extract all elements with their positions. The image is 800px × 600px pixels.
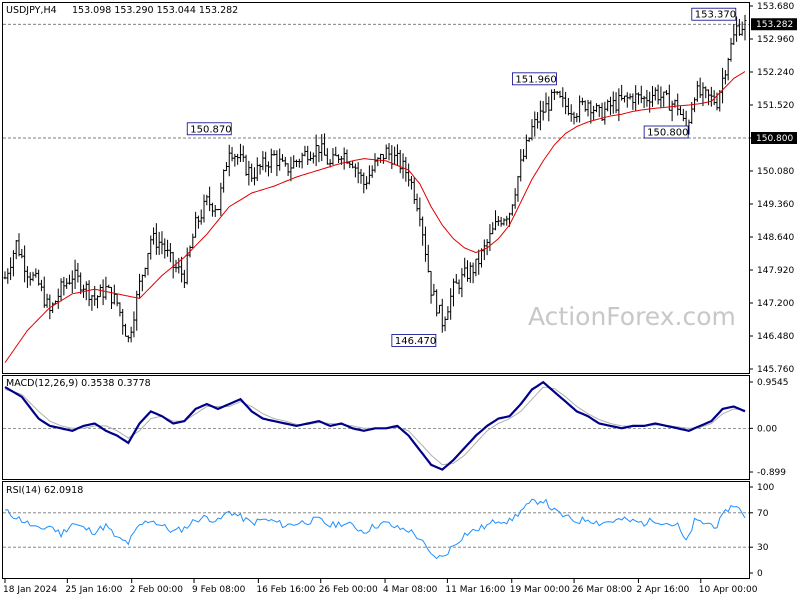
rsi-tick-label: 70 (757, 509, 769, 519)
macd-lines (4, 380, 746, 471)
rsi-line (4, 498, 746, 560)
price-tick-label: 150.080 (757, 167, 794, 177)
rsi-pane (2, 481, 750, 579)
level-annotation-label: 150.800 (647, 128, 688, 139)
price-tick-label: 151.520 (757, 101, 794, 111)
price-tick-label: 149.360 (757, 200, 794, 210)
macd-tick-label: -0.899 (757, 468, 786, 478)
time-tick-label: 10 Apr 00:00 (699, 585, 758, 595)
time-tick-label: 26 Feb 00:00 (319, 585, 378, 595)
rsi-tick-label: 100 (757, 483, 774, 493)
rsi-tick-label: 30 (757, 543, 769, 553)
price-annotations: 150.870 146.470 151.960 150.800 153.370 (186, 7, 737, 347)
time-tick-label: 19 Mar 00:00 (510, 585, 570, 595)
price-tag-label: 153.282 (756, 20, 793, 30)
moving-average (4, 71, 746, 363)
time-tick-label: 26 Mar 08:00 (572, 585, 632, 595)
rsi-label: RSI(14) 62.0918 (6, 485, 83, 496)
time-tick-label: 9 Feb 08:00 (192, 585, 246, 595)
price-tick-label: 152.960 (757, 35, 794, 45)
price-tick-label: 153.680 (757, 2, 794, 12)
time-tick-label: 2 Apr 16:00 (636, 585, 689, 595)
price-axis: 153.680 152.960 152.240 151.520 150.800 150.0… (749, 2, 797, 375)
price-tag (751, 132, 797, 144)
level-annotation (643, 125, 689, 139)
macd-tick-label: 0.9545 (757, 378, 789, 388)
level-annotation-label: 153.370 (695, 10, 736, 21)
price-tick-label: 145.760 (757, 365, 794, 375)
price-header: USDJPY,H4 153.098 153.290 153.044 153.28… (6, 5, 238, 16)
time-tick-label: 16 Feb 16:00 (256, 585, 315, 595)
price-tick-label: 148.640 (757, 233, 794, 243)
price-tick-label: 152.240 (757, 68, 794, 78)
level-annotation-label: 150.870 (190, 124, 231, 135)
rsi-tick-label: 0 (757, 569, 763, 579)
price-pane (2, 2, 750, 374)
symbol-label: USDJPY,H4 (6, 5, 57, 16)
time-tick-label: 11 Mar 16:00 (445, 585, 505, 595)
macd-label: MACD(12,26,9) 0.3538 0.3778 (6, 378, 151, 389)
price-tick-label: 147.200 (757, 299, 794, 309)
macd-tick-label: 0.00 (757, 424, 777, 434)
watermark: ActionForex.com (528, 302, 736, 331)
ohlc-label: 153.098 153.290 153.044 153.282 (72, 5, 238, 16)
level-annotation (186, 122, 232, 136)
time-tick-label: 2 Feb 00:00 (130, 585, 184, 595)
level-annotation-label: 151.960 (515, 74, 556, 85)
rsi-path (4, 498, 746, 560)
time-tick-label: 25 Jan 16:00 (65, 585, 122, 595)
time-tick-label: 18 Jan 2024 (3, 585, 57, 595)
rsi-axis: 100 70 30 0 (749, 483, 774, 579)
macd-line (4, 380, 746, 471)
ma-line (4, 71, 746, 363)
price-bars (3, 14, 747, 343)
level-annotation (511, 72, 557, 86)
time-tick-label: 4 Mar 08:00 (383, 585, 438, 595)
price-tick-label: 146.480 (757, 332, 794, 342)
price-tag (751, 18, 797, 31)
price-tick-label: 147.920 (757, 266, 794, 276)
level-annotation (391, 334, 437, 347)
level-annotation-label: 146.470 (395, 336, 436, 347)
time-axis: 18 Jan 2024 25 Jan 16:00 2 Feb 00:00 9 Feb … (3, 579, 758, 595)
macd-axis: 0.9545 0.00 -0.899 (749, 378, 789, 478)
price-tag-label: 150.800 (756, 134, 793, 144)
level-annotation (691, 7, 737, 21)
macd-pane (2, 375, 750, 480)
